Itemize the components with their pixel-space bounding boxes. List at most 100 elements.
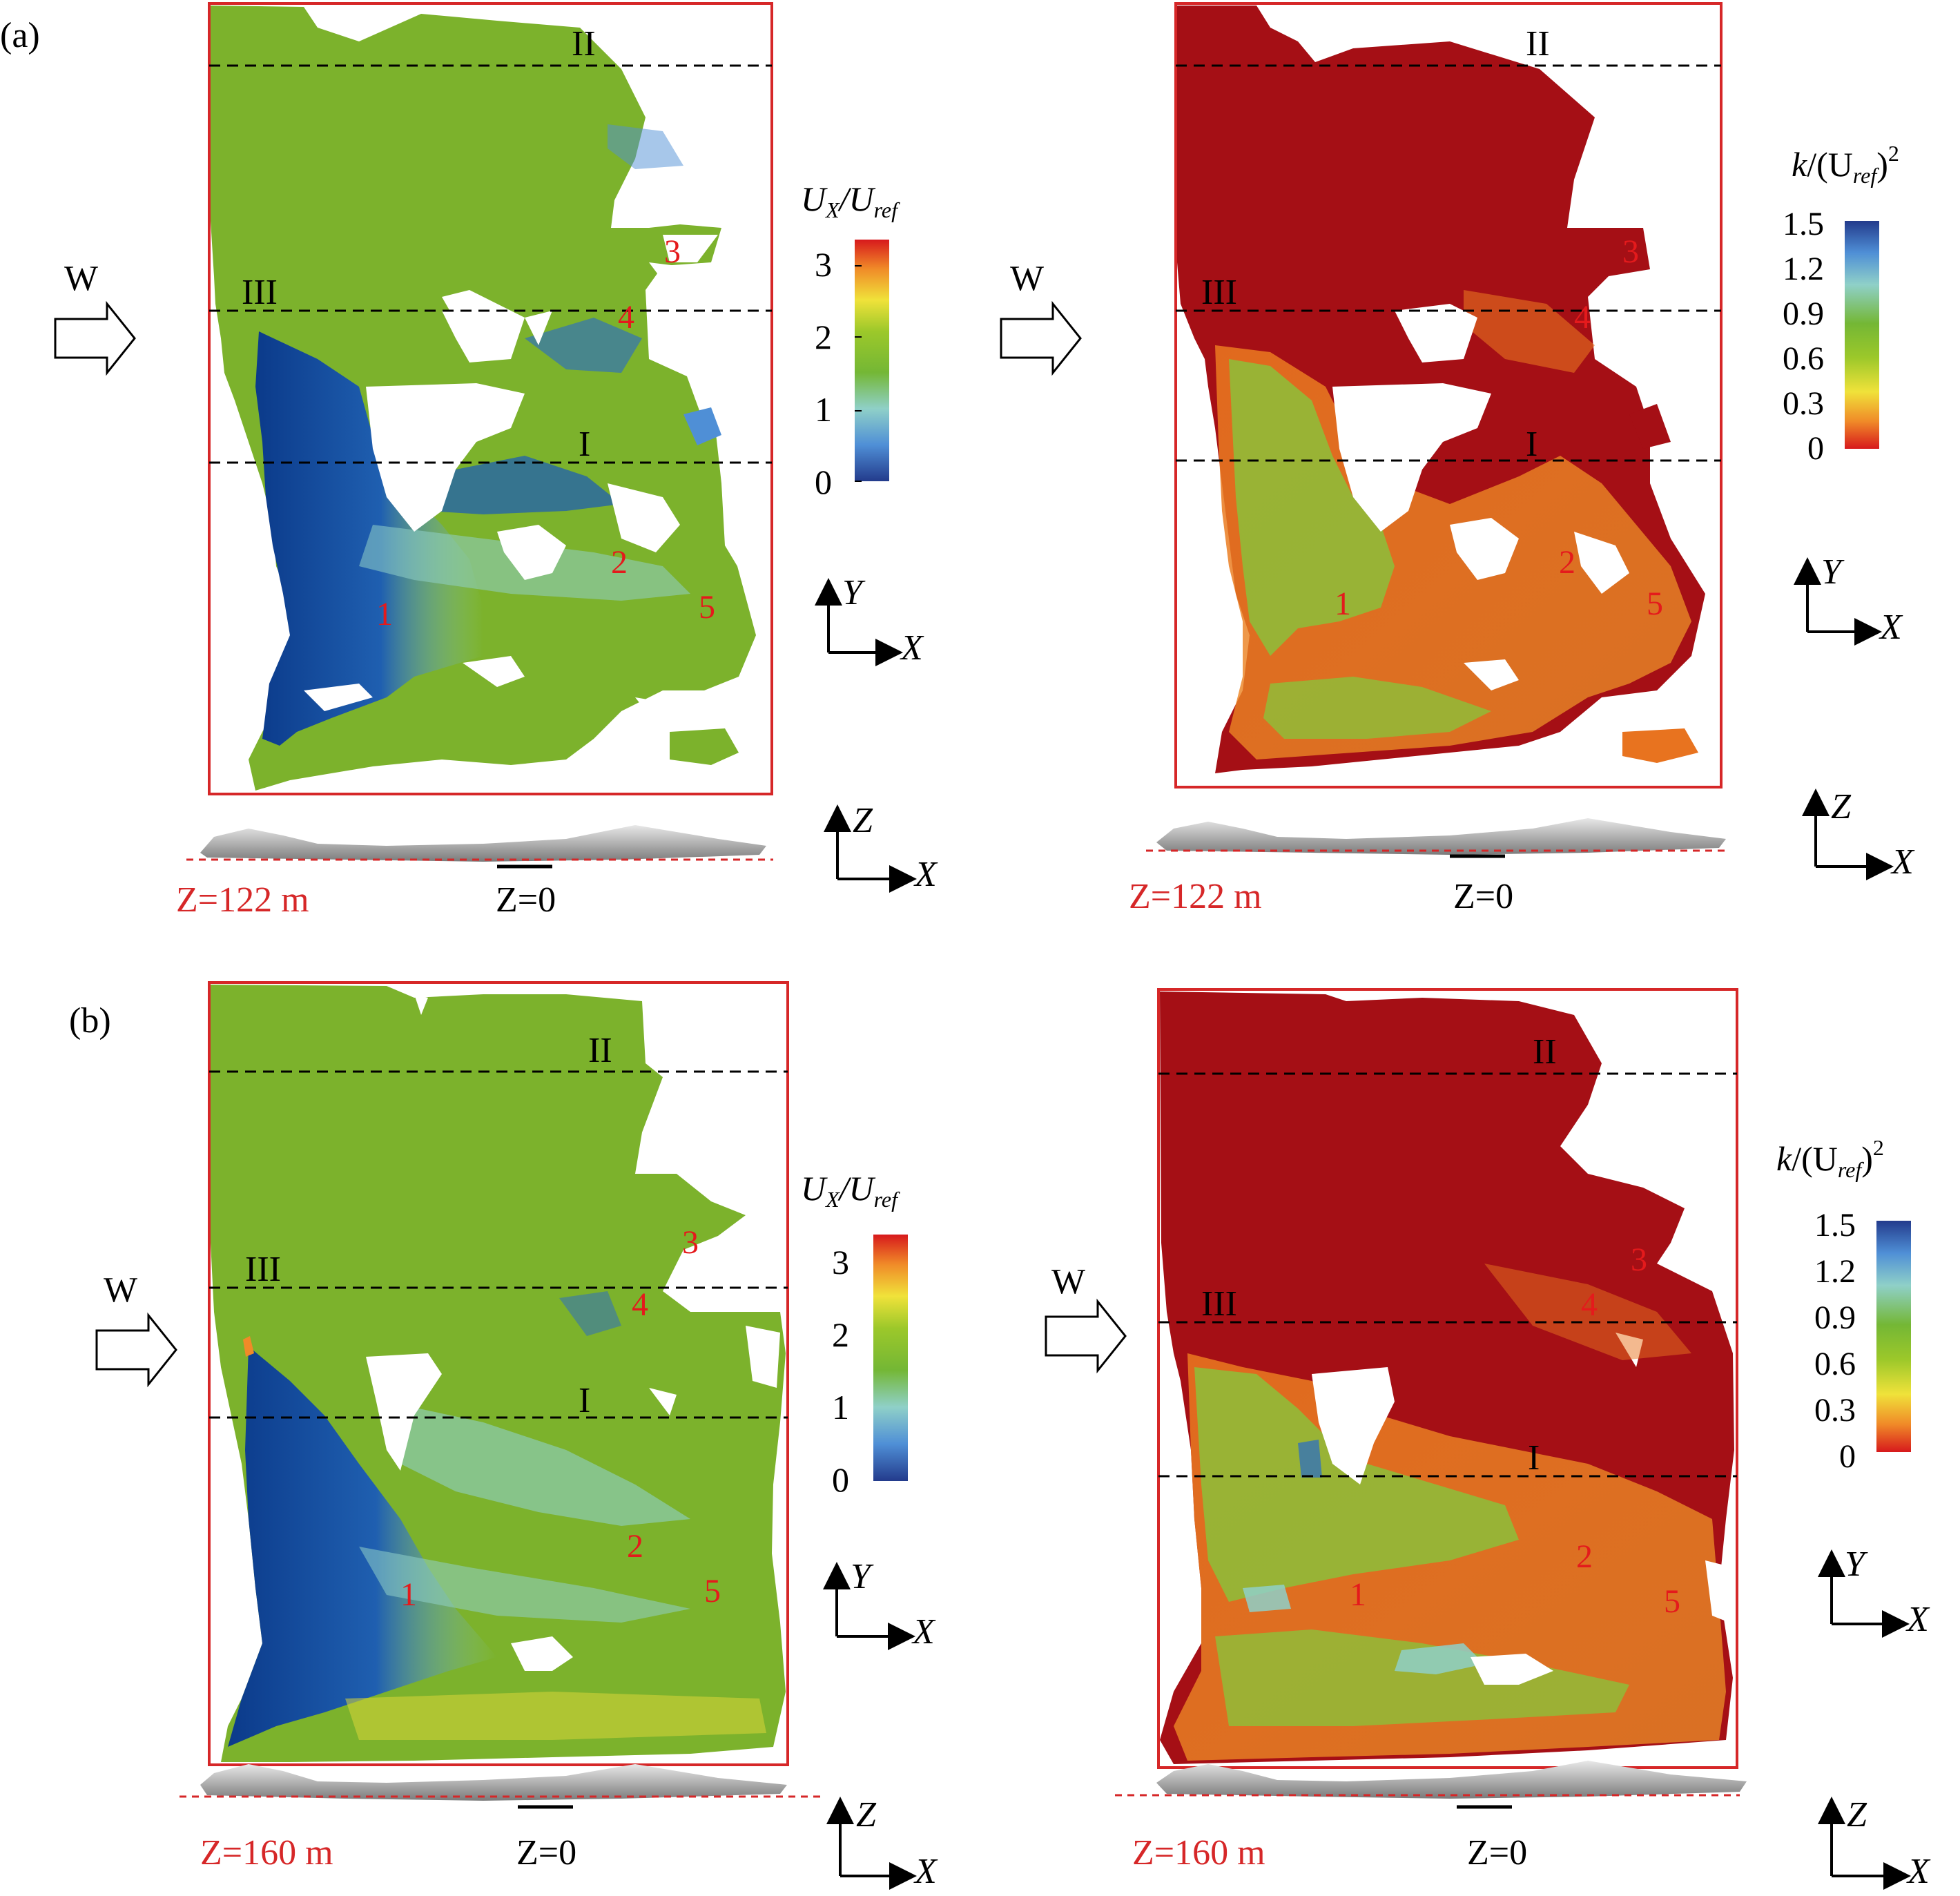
colorbar-title: UX/Uref	[801, 180, 900, 222]
tke-colorbar-b: k/(Uref)2 1.5 1.2 0.9 0.6 0.3 0	[1776, 1135, 1911, 1475]
colorbar-title: k/(Uref)2	[1776, 1135, 1884, 1182]
domain-frame	[1157, 988, 1738, 1769]
isolated-green-patch	[670, 728, 739, 765]
z-level-label-a-vel: Z=122 m	[176, 880, 309, 920]
wind-indicators	[54, 300, 1127, 1388]
x-axis-label: X	[913, 1852, 938, 1891]
tke-blue-spot	[1298, 1440, 1322, 1478]
panel-a-velocity: (a)	[0, 2, 773, 795]
z0-label-a-tke: Z=0	[1453, 877, 1513, 916]
terrain-profiles	[179, 818, 1747, 1809]
colorbar-tick: 3	[815, 245, 832, 284]
section-label-I: I	[579, 425, 590, 464]
colorbar-tick: 0.9	[1783, 296, 1824, 332]
z-level-label-a-tke: Z=122 m	[1129, 877, 1262, 916]
building-label-3: 3	[682, 1224, 699, 1261]
axes-indicators	[815, 557, 1911, 1890]
building-label-2: 2	[627, 1528, 643, 1565]
colorbar-tick: 0	[1839, 1438, 1856, 1475]
colorbar-title: UX/Uref	[801, 1169, 900, 1212]
building-label-5: 5	[704, 1573, 721, 1609]
y-axis-label: Y	[1821, 552, 1845, 592]
building-label-5: 5	[1664, 1583, 1680, 1620]
section-label-I: I	[1526, 425, 1537, 464]
colorbar-tick: 0.6	[1783, 340, 1824, 377]
building-cutouts	[366, 994, 780, 1671]
x-axis-label: X	[913, 855, 938, 894]
section-label-III: III	[245, 1250, 281, 1289]
velocity-colorbar-b: UX/Uref 3 2 1 0	[801, 1169, 908, 1499]
axis-labels: Y X Z X Y X Z X Y X Z X Y X Z X	[842, 552, 1931, 1891]
colorbar-gradient	[873, 1235, 908, 1481]
building-label-4: 4	[1574, 299, 1591, 336]
colorbar-tick: 1.5	[1783, 206, 1824, 242]
panel-b-label: (b)	[69, 1001, 111, 1041]
colorbar-tick: 1.2	[1814, 1253, 1856, 1290]
domain-frame	[208, 2, 773, 795]
blue-streak	[421, 456, 621, 514]
blue-streak	[559, 1291, 621, 1336]
y-axis-label: Y	[842, 573, 866, 612]
isolated-orange-patch	[1622, 728, 1698, 763]
low-velocity-zone	[228, 1346, 497, 1747]
section-label-III: III	[1201, 273, 1237, 312]
section-label-II: II	[1526, 24, 1550, 64]
tke-green-zone	[1229, 359, 1395, 656]
tke-dark-streak	[1484, 1264, 1691, 1360]
panel-b-velocity: (b)	[69, 981, 789, 1766]
building-cutouts	[1312, 1333, 1733, 1685]
z-axis-label: Z	[853, 801, 873, 840]
colorbar-tick: 0.6	[1814, 1346, 1856, 1382]
z-axis-label: Z	[856, 1795, 877, 1835]
colorbar-tick: 0	[832, 1460, 849, 1499]
panel-a-label: (a)	[0, 16, 40, 55]
orange-point	[243, 1336, 254, 1357]
z-axis-label: Z	[1831, 787, 1852, 826]
building-label-1: 1	[1335, 586, 1351, 622]
building-label-1: 1	[1350, 1576, 1366, 1613]
building-label-5: 5	[1647, 586, 1663, 622]
building-label-2: 2	[611, 544, 628, 581]
building-label-2: 2	[1576, 1538, 1593, 1575]
colorbar-tick: 0.9	[1814, 1299, 1856, 1336]
section-lines	[209, 64, 1737, 1478]
x-axis-label: X	[1905, 1600, 1930, 1639]
tke-cyan-spot	[1395, 1643, 1484, 1674]
colorbar-tick: 0	[1807, 430, 1824, 467]
building-cutouts	[304, 235, 718, 732]
section-label-I: I	[1528, 1438, 1540, 1478]
section-label-II: II	[588, 1031, 612, 1070]
cyan-streak	[359, 1547, 690, 1623]
colorbar-gradient	[1845, 221, 1879, 449]
section-label-III: III	[1201, 1284, 1237, 1324]
building-label-3: 3	[664, 233, 681, 270]
colorbar-tick: 0	[815, 463, 832, 501]
building-label-3: 3	[1631, 1241, 1647, 1278]
panel-a-tke	[1174, 2, 1723, 789]
blue-streak	[608, 124, 683, 169]
terrain-profile	[200, 1764, 787, 1801]
isolated-red-patch	[1629, 404, 1671, 449]
building-labels: 1 2 3 4 5 1 2 3 4 5 1 2 3 4 5 1 2 3 4 5	[376, 233, 1680, 1620]
x-axis-label: X	[1879, 608, 1903, 647]
building-label-3: 3	[1622, 233, 1639, 270]
domain-frame	[1174, 2, 1723, 789]
blue-streak	[525, 318, 642, 373]
x-axis-label: X	[900, 628, 924, 668]
colorbar-tick: 0.3	[1814, 1392, 1856, 1429]
z-level-labels: Z=122 m Z=0 Z=122 m Z=0 Z=160 m Z=0 Z=16…	[176, 877, 1527, 1873]
section-labels: II III I II III I II III I II III I	[242, 24, 1557, 1478]
tke-orange-streak	[1464, 290, 1595, 373]
colorbar-tick: 1.5	[1814, 1207, 1856, 1244]
building-label-1: 1	[400, 1576, 417, 1613]
building-label-4: 4	[618, 299, 634, 336]
colorbar-gradient	[1876, 1221, 1911, 1452]
colorbar-tick: 1	[832, 1388, 849, 1426]
isolated-blue-patch	[683, 407, 721, 445]
building-label-1: 1	[376, 596, 393, 632]
tke-green-zone	[1194, 1367, 1519, 1602]
building-label-2: 2	[1559, 544, 1575, 581]
terrain-profile	[1156, 818, 1726, 855]
yellow-streak	[345, 1692, 766, 1740]
wind-labels: W W W W	[64, 259, 1085, 1310]
